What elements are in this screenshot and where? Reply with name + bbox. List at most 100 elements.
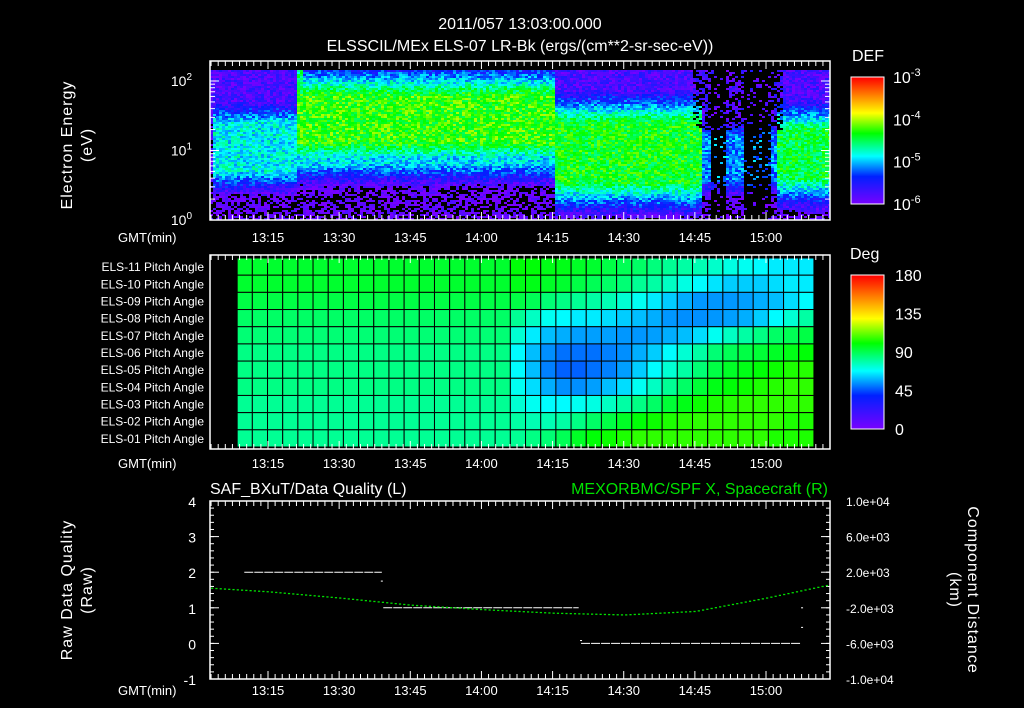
- deg-colorbar-segment: [851, 277, 884, 279]
- deg-colorbar-segment: [851, 359, 884, 361]
- pitch-angle-cell: [661, 343, 678, 362]
- pitch-angle-cell: [297, 326, 314, 345]
- pitch-angle-cell: [570, 309, 587, 328]
- deg-colorbar-segment: [851, 301, 884, 303]
- spacecraft-x-point: [211, 587, 214, 589]
- def-colorbar-segment: [851, 200, 884, 202]
- def-colorbar-segment: [851, 92, 884, 94]
- spacecraft-x-point: [373, 600, 376, 603]
- pitch-angle-cell: [449, 394, 466, 414]
- deg-colorbar-segment: [851, 412, 884, 414]
- pitch-angle-cell: [312, 412, 329, 431]
- def-colorbar-segment: [851, 170, 884, 172]
- pitch-angle-cell: [585, 377, 602, 396]
- pitch-angle-row-label: ELS-02 Pitch Angle: [101, 415, 205, 429]
- time-tick-label: 13:45: [394, 230, 427, 245]
- deg-colorbar-tick-label: 135: [895, 307, 922, 324]
- deg-colorbar-segment: [851, 348, 884, 350]
- def-colorbar-segment: [851, 201, 884, 203]
- pitch-angle-cell: [418, 274, 435, 293]
- pitch-angle-cell: [646, 377, 663, 396]
- pitch-angle-cell: [585, 257, 602, 276]
- pitch-angle-cell: [555, 360, 572, 379]
- pitch-angle-cell: [236, 326, 253, 345]
- def-colorbar-tick-label: 10-6: [893, 194, 921, 214]
- pitch-angle-cell: [373, 377, 390, 396]
- deg-colorbar-segment: [851, 406, 884, 408]
- pitch-angle-cell: [798, 394, 815, 414]
- time-tick-label: 14:00: [465, 230, 498, 245]
- pitch-angle-cell: [676, 326, 693, 345]
- deg-colorbar-segment: [851, 400, 884, 402]
- pitch-angle-cell: [540, 257, 557, 276]
- pitch-angle-cell: [418, 291, 435, 311]
- pitch-angle-cell: [251, 257, 269, 276]
- def-colorbar-segment: [851, 90, 884, 92]
- quality-axis-units: (Raw): [79, 566, 96, 614]
- def-colorbar-segment: [851, 122, 884, 124]
- pitch-angle-cell: [540, 377, 557, 396]
- def-colorbar-segment: [851, 98, 884, 100]
- def-colorbar-segment: [851, 133, 884, 135]
- deg-colorbar-segment: [851, 414, 884, 416]
- pitch-angle-cell: [555, 291, 572, 311]
- deg-colorbar-segment: [851, 360, 884, 362]
- spacecraft-x-point: [817, 586, 820, 589]
- spacecraft-x-point: [808, 588, 811, 590]
- pitch-angle-cell: [312, 394, 329, 414]
- pitch-angle-cell: [267, 412, 284, 431]
- spacecraft-x-point: [787, 592, 790, 595]
- deg-colorbar-segment: [851, 275, 884, 277]
- pitch-angle-cell: [373, 326, 390, 345]
- def-colorbar-segment: [851, 158, 884, 160]
- spacecraft-x-point: [394, 602, 397, 605]
- spacecraft-x-point: [236, 589, 239, 591]
- spacecraft-x-point: [761, 598, 764, 600]
- spacecraft-x-point: [377, 601, 380, 603]
- pitch-angle-cell: [752, 326, 769, 345]
- deg-colorbar-segment: [851, 397, 884, 399]
- pitch-angle-row-label: ELS-03 Pitch Angle: [101, 398, 205, 412]
- deg-colorbar-segment: [851, 335, 884, 337]
- spacecraft-x-point: [415, 604, 419, 607]
- distance-tick-label: 1.0e+04: [846, 495, 890, 509]
- pitch-angle-cell: [388, 257, 405, 276]
- spacecraft-x-point: [450, 607, 453, 609]
- spacecraft-x-point: [821, 585, 824, 588]
- def-colorbar-segment: [851, 118, 884, 120]
- pitch-angle-cell: [600, 343, 618, 362]
- pitch-angle-cell: [433, 360, 451, 379]
- spacecraft-x-point: [825, 584, 828, 587]
- deg-colorbar-segment: [851, 292, 884, 294]
- pitch-angle-cell: [691, 291, 709, 311]
- pitch-angle-cell: [479, 360, 496, 379]
- pitch-angle-cell: [433, 394, 451, 414]
- def-colorbar-segment: [851, 173, 884, 175]
- def-colorbar-segment: [851, 166, 884, 168]
- deg-colorbar-segment: [851, 298, 884, 300]
- spacecraft-x-point: [249, 590, 252, 592]
- spectrogram-frame: [209, 60, 831, 221]
- spacecraft-x-point: [783, 593, 786, 596]
- spacecraft-x-point: [411, 604, 414, 606]
- pitch-angle-cell: [464, 326, 481, 345]
- deg-colorbar-segment: [851, 286, 884, 288]
- pitch-angle-cell: [342, 360, 360, 379]
- pitch-angle-cell: [616, 360, 633, 379]
- deg-colorbar-segment: [851, 293, 884, 295]
- pitch-angle-cell: [509, 343, 527, 362]
- def-colorbar-segment: [851, 77, 884, 79]
- spacecraft-x-point: [480, 608, 483, 611]
- pitch-angle-cell: [616, 377, 633, 396]
- def-colorbar-segment: [851, 135, 884, 137]
- pitch-angle-cell: [767, 326, 785, 345]
- pitch-angle-cell: [509, 291, 527, 311]
- pitch-angle-cell: [767, 360, 785, 379]
- def-colorbar-segment: [851, 155, 884, 157]
- deg-colorbar-segment: [851, 338, 884, 340]
- def-colorbar-tick-label: 10-4: [893, 109, 921, 129]
- def-colorbar-segment: [851, 108, 884, 110]
- quality-axis-label: Raw Data Quality: [59, 520, 76, 661]
- deg-colorbar-segment: [851, 415, 884, 417]
- spacecraft-x-point: [390, 602, 393, 604]
